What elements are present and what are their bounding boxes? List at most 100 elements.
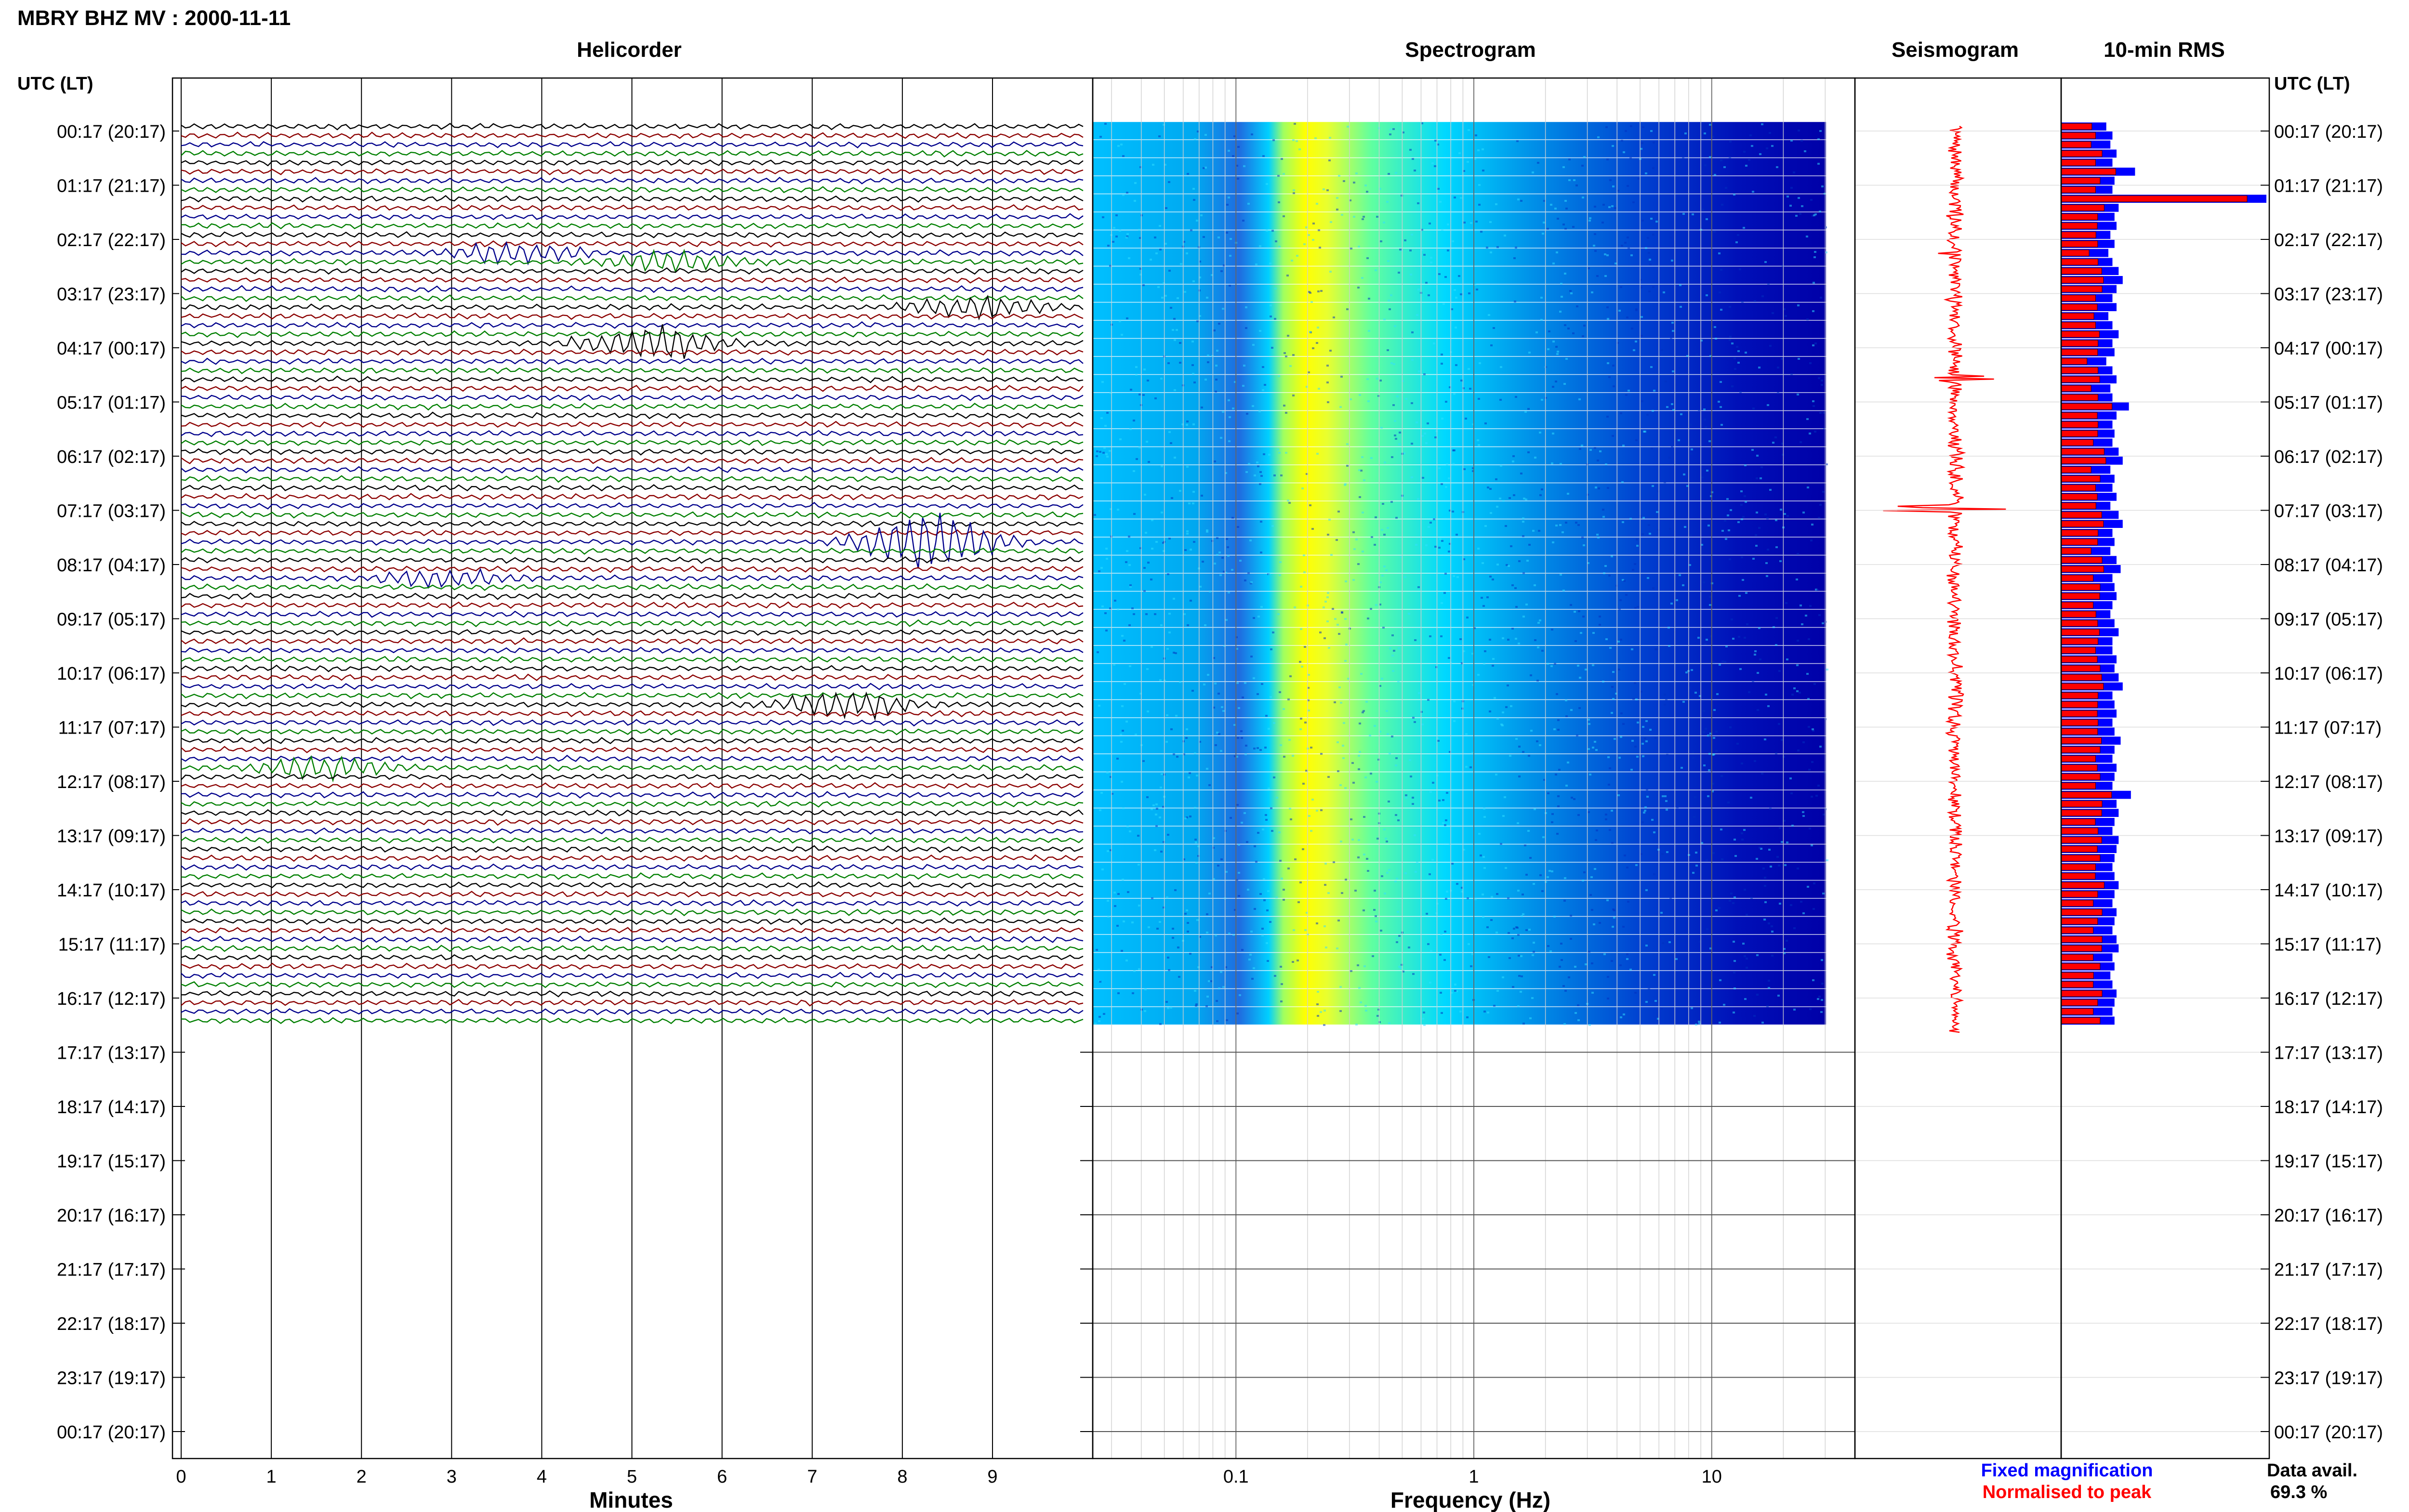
spectrogram-row [1093, 555, 1826, 565]
spectrogram-speckle [1123, 920, 1125, 922]
spectrogram-speckle [1748, 691, 1750, 693]
spectrogram-speckle [1441, 229, 1443, 231]
spectrogram-speckle [1652, 485, 1654, 487]
spectrogram-speckle [1666, 406, 1668, 408]
spectrogram-speckle [1526, 560, 1529, 562]
spectrogram-speckle [1701, 476, 1704, 478]
spectrogram-speckle [1259, 749, 1262, 751]
spectrogram-speckle [1160, 378, 1163, 380]
spectrogram-speckle [1218, 237, 1220, 238]
spectrogram-speckle [1417, 289, 1420, 290]
spectrogram-speckle [1817, 138, 1820, 140]
spectrogram-speckle [1699, 941, 1701, 943]
spectrogram-speckle [1170, 728, 1173, 730]
spectrogram-speckle [1256, 461, 1258, 463]
spectrogram-speckle [1520, 473, 1522, 474]
spectrogram-speckle [1194, 138, 1196, 140]
spectrogram-speckle [1719, 291, 1721, 293]
spectrogram-speckle [1177, 947, 1179, 948]
spectrogram-speckle [1651, 819, 1654, 821]
spectrogram-speckle [1323, 188, 1325, 190]
right-time-tick: 02:17 (22:17) [2274, 230, 2383, 250]
spectrogram-speckle [1376, 378, 1378, 380]
spectrogram-speckle [1533, 883, 1535, 885]
spectrogram-speckle [1280, 474, 1283, 476]
spectrogram-speckle [1522, 535, 1524, 537]
spectrogram-speckle [1363, 965, 1366, 967]
spectrogram-speckle [1630, 125, 1632, 127]
spectrogram-speckle [1212, 847, 1215, 849]
spectrogram-row [1093, 465, 1826, 474]
spectrogram-speckle [1327, 534, 1329, 536]
spectrogram-speckle [1632, 569, 1634, 571]
spectrogram-speckle [1606, 254, 1609, 256]
spectrogram-speckle [1790, 792, 1793, 794]
spectrogram-speckle [1720, 309, 1722, 311]
helicorder-trace [181, 664, 1084, 672]
spectrogram-speckle [1679, 574, 1681, 576]
spectrogram-speckle [1797, 640, 1799, 642]
spectrogram-speckle [1324, 863, 1327, 865]
helicorder-trace [181, 150, 1084, 158]
spectrogram-speckle [1264, 747, 1267, 749]
spectrogram-speckle [1542, 233, 1544, 235]
spectrogram-speckle [1599, 922, 1601, 924]
spectrogram-speckle [1301, 487, 1304, 489]
spectrogram-speckle [1388, 173, 1390, 175]
spectrogram-speckle [1582, 335, 1584, 337]
spectrogram-speckle [1754, 300, 1756, 302]
spectrogram-speckle [1096, 450, 1099, 452]
spectrogram-speckle [1288, 739, 1291, 741]
spectrogram-row [1093, 348, 1826, 357]
spectrogram-speckle [1701, 544, 1703, 546]
spectrogram-speckle [1173, 753, 1175, 755]
spectrogram-speckle [1278, 201, 1280, 203]
spectrogram-speckle [1476, 289, 1478, 290]
spectrogram-speckle [1194, 839, 1197, 841]
spectrogram-speckle [1329, 271, 1332, 273]
spectrogram-speckle [1429, 982, 1431, 984]
spectrogram-speckle [1431, 162, 1434, 164]
spectrogram-speckle [1312, 223, 1315, 224]
spectrogram-speckle [1691, 1007, 1693, 1009]
spectrogram-speckle [1375, 516, 1377, 518]
spectrogram-speckle [1352, 579, 1355, 581]
spectrogram-speckle [1695, 852, 1697, 854]
spectrogram-speckle [1634, 992, 1637, 994]
spectrogram-speckle [1233, 135, 1236, 137]
spectrogram-speckle [1379, 685, 1381, 687]
spectrogram-speckle [1365, 1010, 1367, 1012]
spectrogram-speckle [1588, 719, 1590, 721]
spectrogram-speckle [1758, 627, 1760, 629]
spectrogram-speckle [1553, 916, 1556, 918]
rms-bar-normalised [2061, 891, 2098, 898]
spectrogram-speckle [1358, 987, 1361, 989]
spectrogram-speckle [1486, 926, 1489, 928]
spectrogram-speckle [1434, 546, 1437, 548]
spectrogram-speckle [1183, 241, 1185, 243]
spectrogram-row [1093, 926, 1826, 935]
spectrogram-speckle [1278, 831, 1281, 833]
spectrogram-speckle [1357, 563, 1360, 565]
spectrogram-speckle [1727, 514, 1729, 516]
rms-bar-normalised [2061, 439, 2093, 446]
left-time-tick: 05:17 (01:17) [57, 393, 166, 413]
spectrogram-speckle [1630, 254, 1633, 256]
spectrogram-speckle [1412, 797, 1414, 799]
spectrogram-speckle [1396, 937, 1398, 939]
spectrogram-speckle [1257, 832, 1259, 834]
spectrogram-speckle [1244, 812, 1246, 814]
spectrogram-speckle [1807, 886, 1809, 888]
spectrogram-speckle [1337, 741, 1339, 743]
minute-tick-label: 3 [447, 1467, 457, 1487]
spectrogram-speckle [1196, 775, 1198, 776]
spectrogram-speckle [1148, 461, 1150, 463]
spectrogram-speckle [1363, 216, 1365, 218]
spectrogram-speckle [1226, 538, 1228, 540]
spectrogram-speckle [1217, 865, 1219, 867]
spectrogram-speckle [1359, 751, 1361, 753]
spectrogram-speckle [1776, 166, 1778, 168]
spectrogram-speckle [1636, 539, 1638, 540]
spectrogram-speckle [1597, 537, 1600, 539]
spectrogram-speckle [1704, 164, 1707, 166]
